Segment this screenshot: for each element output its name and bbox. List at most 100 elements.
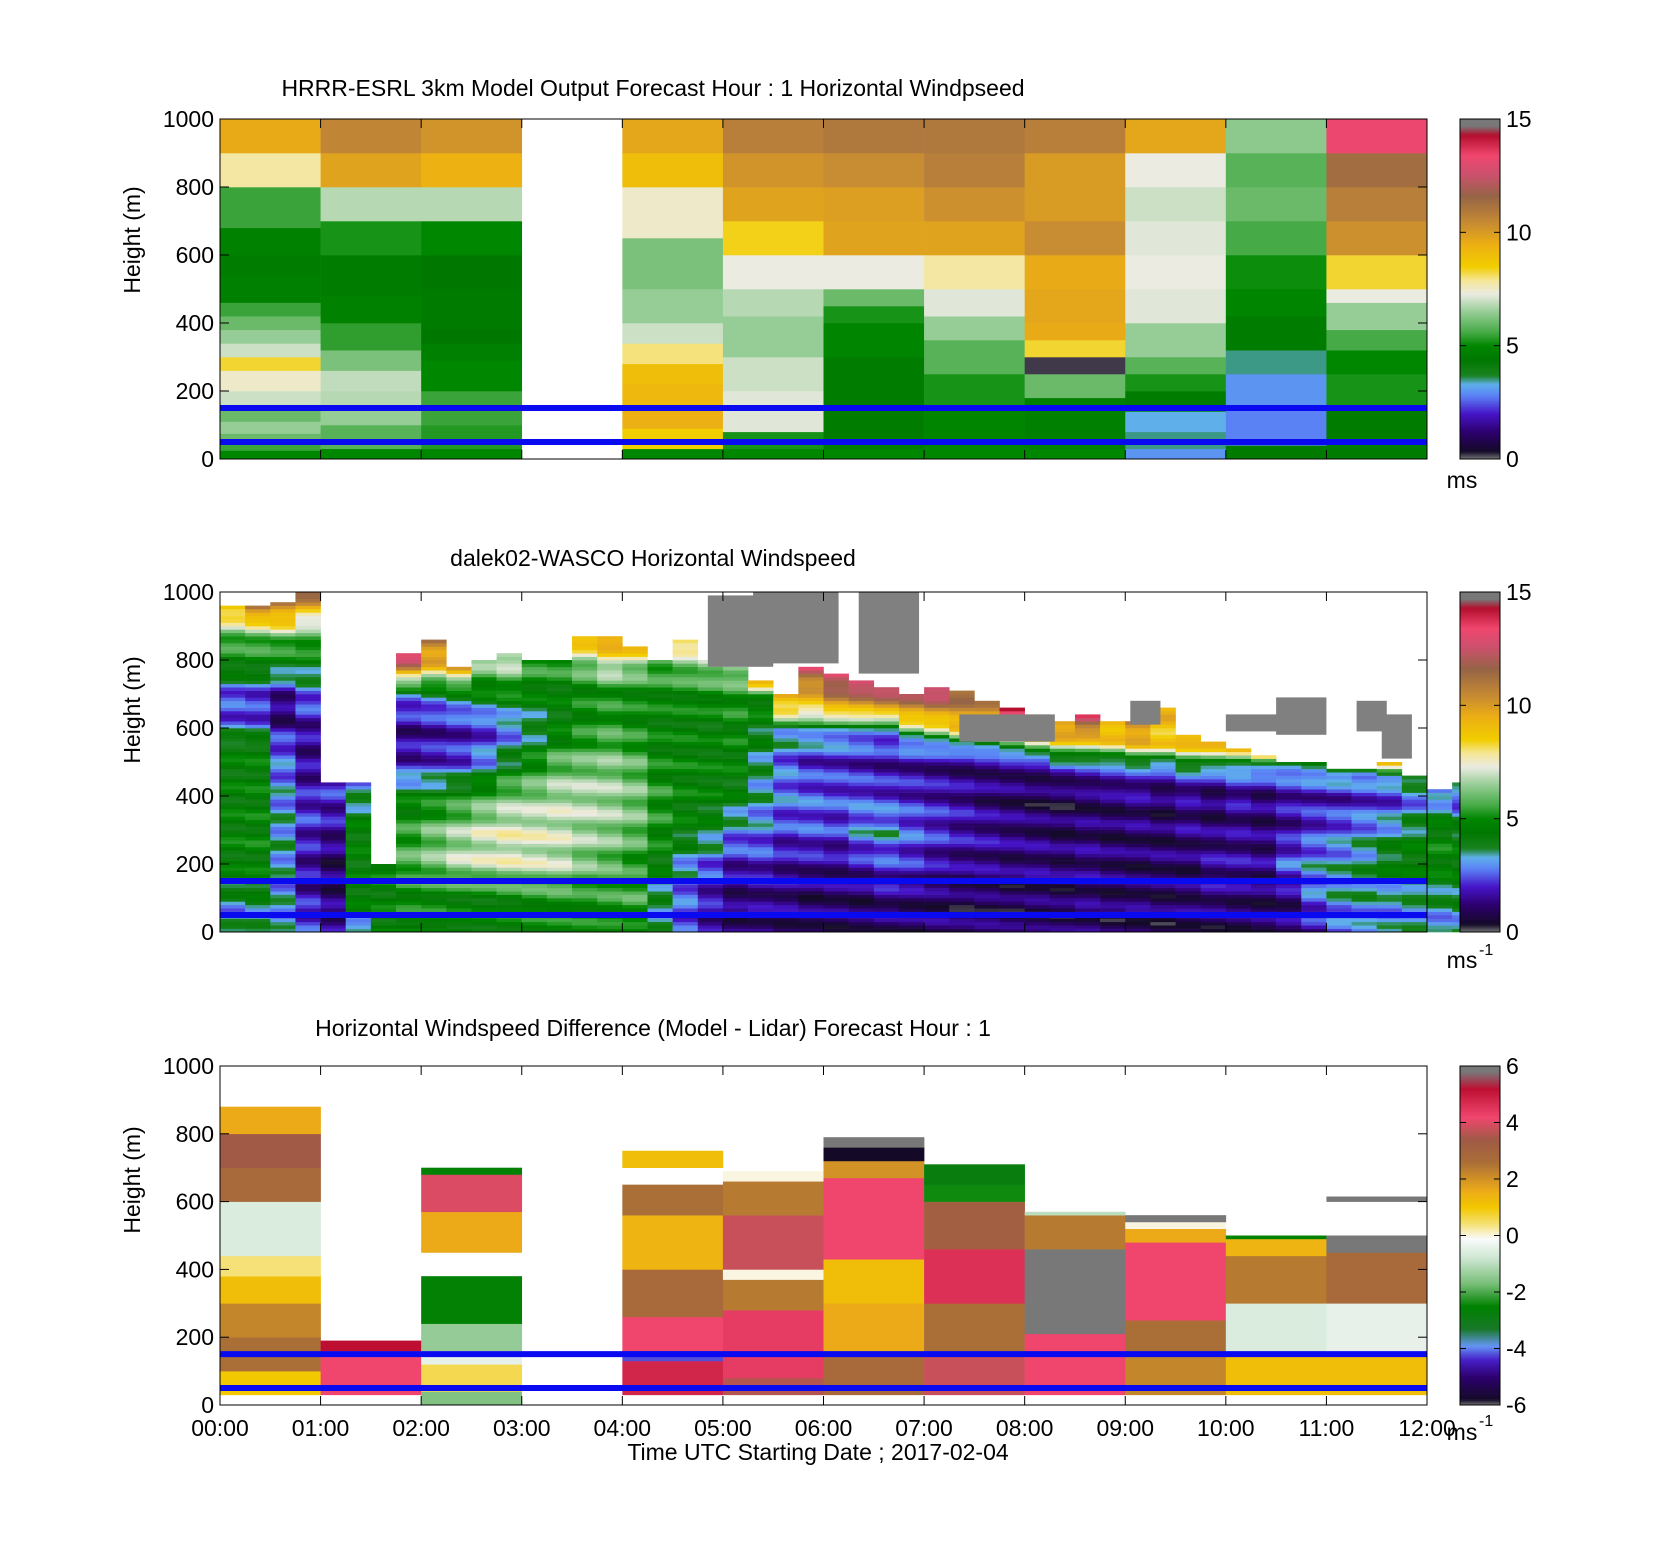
heatmap-cell [1301,850,1327,855]
heatmap-cell [546,864,573,868]
heatmap-cell [1200,823,1227,827]
heatmap-cell [471,782,497,787]
colorbar-segment [1460,1335,1500,1338]
heatmap-cell [546,673,573,678]
heatmap-cell [848,721,875,725]
heatmap-cell [1301,789,1327,793]
heatmap-cell [572,802,598,807]
heatmap-cell [1401,799,1428,804]
heatmap-cell [647,830,673,834]
heatmap-cell [370,908,397,912]
heatmap-cell [798,728,824,732]
heatmap-cell [848,704,875,708]
heatmap-cell [924,823,950,827]
heatmap-cell [1175,836,1201,841]
heatmap-cell [722,714,749,719]
heatmap-cell [924,221,1025,256]
heatmap-cell [622,683,648,688]
heatmap-cell [974,782,1000,787]
heatmap-cell [421,646,447,651]
x-tick-label: 05:00 [694,1415,752,1441]
heatmap-cell [848,751,875,756]
heatmap-cell [597,867,623,872]
heatmap-cell [823,768,849,773]
heatmap-cell [823,748,849,753]
heatmap-cell [521,792,548,797]
colorbar-segment [1460,882,1500,885]
heatmap-cell [572,925,598,929]
heatmap-cell [1376,853,1403,858]
heatmap-cell [722,1215,824,1270]
heatmap-cell [1427,915,1453,919]
heatmap-cell [848,928,875,933]
heatmap-cell [1049,830,1076,834]
heatmap-cell [1200,748,1227,753]
heatmap-cell [421,918,447,923]
heatmap-cell [320,894,347,899]
heatmap-cell [1024,921,1051,926]
heatmap-cell [873,816,900,821]
heatmap-cell [270,762,296,766]
heatmap-cell [924,731,950,736]
heatmap-cell [622,666,648,671]
heatmap-cell [521,677,548,681]
heatmap-cell [345,833,372,838]
heatmap-cell [421,802,447,807]
heatmap-cell [546,867,573,872]
heatmap-cell [1401,830,1428,834]
heatmap-cell [848,687,875,691]
heatmap-cell [370,901,397,906]
heatmap-cell [622,238,724,290]
heatmap-cell [697,748,724,753]
heatmap-cell [1326,806,1352,810]
colorbar-segment [1460,654,1500,657]
heatmap-cell [697,755,724,759]
heatmap-cell [974,823,1000,827]
heatmap-cell [999,796,1025,800]
heatmap-cell [748,721,774,725]
heatmap-cell [848,717,875,722]
heatmap-cell [823,724,849,729]
heatmap-cell [949,833,975,838]
heatmap-cell [622,768,648,773]
heatmap-cell [345,826,372,831]
heatmap-cell [722,1279,824,1311]
colorbar-segment [1460,1101,1500,1105]
colorbar-segment [1460,1181,1500,1185]
heatmap-cell [1427,908,1453,912]
colorbar-segment [1460,255,1500,258]
colorbar-segment [1460,876,1500,879]
heatmap-cell [924,925,950,929]
heatmap-cell [572,779,598,783]
heatmap-cell [597,762,623,766]
heatmap-cell [672,673,699,678]
heatmap-cell [622,928,648,933]
heatmap-cell [697,751,724,756]
heatmap-cell [1427,853,1453,858]
heatmap-cell [697,908,724,912]
heatmap-cell [1326,1252,1428,1304]
heatmap-cell [823,738,849,742]
heatmap-cell [748,874,774,878]
heatmap-cell [1301,864,1327,868]
heatmap-cell [521,690,548,695]
heatmap-cell [1175,901,1201,906]
heatmap-cell [245,891,271,895]
heatmap-cell [823,700,849,705]
heatmap-cell [647,884,673,889]
heatmap-cell [245,629,271,634]
heatmap-cell [572,796,598,800]
heatmap-cell [421,700,447,705]
y-tick-label: 200 [176,1324,214,1350]
heatmap-cell [1074,772,1101,776]
heatmap-cell [521,673,548,678]
heatmap-cell [1200,908,1227,912]
heatmap-cell [220,792,246,797]
heatmap-cell [722,187,824,222]
heatmap-cell [421,717,447,722]
heatmap-cell [1276,772,1302,776]
colorbar-segment [1460,738,1500,741]
heatmap-cell [396,826,422,831]
heatmap-cell [572,901,598,906]
heatmap-cell [320,843,347,848]
